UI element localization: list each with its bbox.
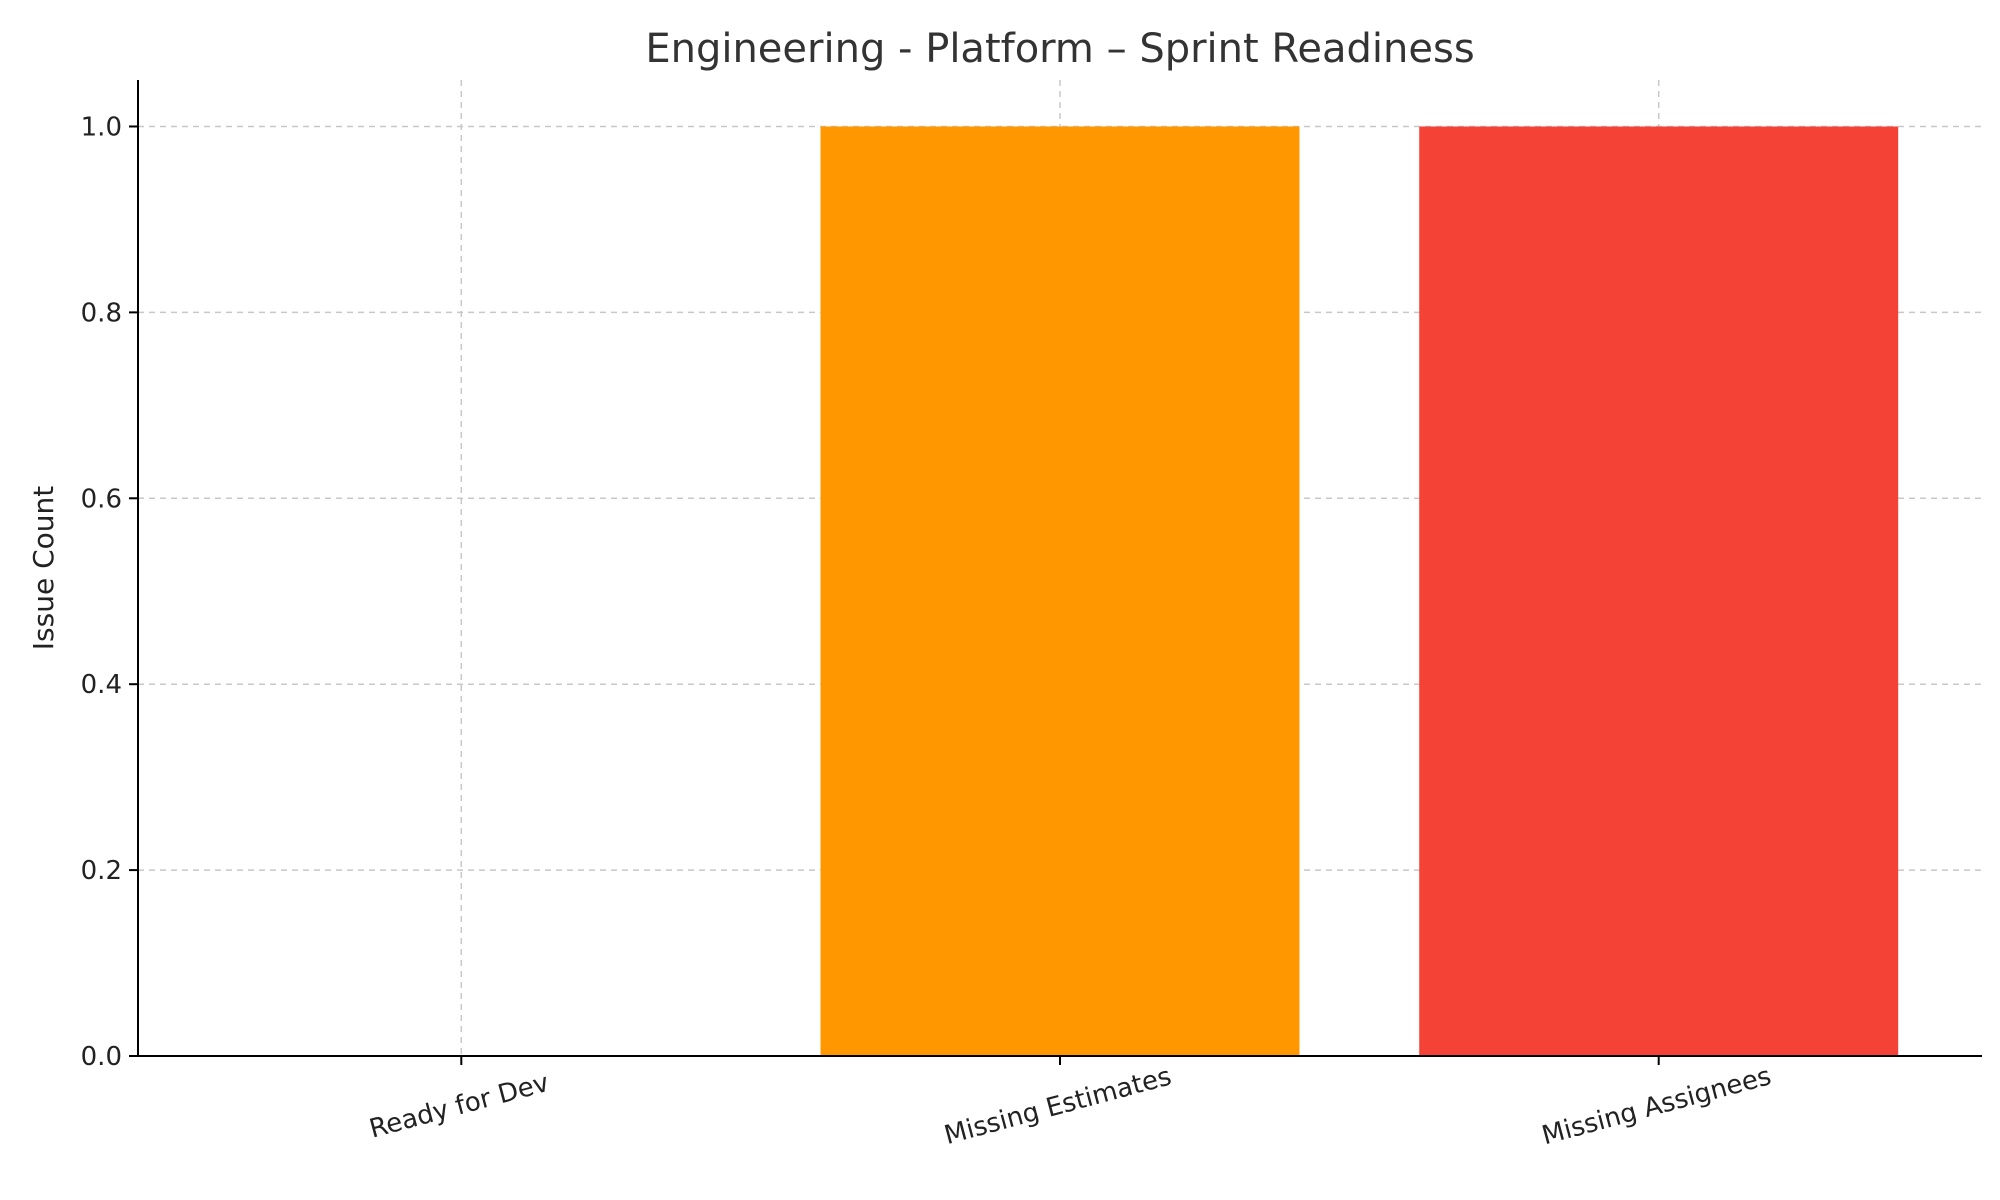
bar-missing-estimates (820, 126, 1300, 1056)
bars (820, 126, 1899, 1056)
x-tick-label: Missing Assignees (1539, 1061, 1775, 1151)
x-ticks: Ready for Dev Missing Estimates Missing As… (366, 1056, 1774, 1151)
y-tick-label: 0.4 (81, 670, 122, 700)
y-ticks: 0.0 0.2 0.4 0.6 0.8 1.0 (81, 112, 138, 1072)
y-tick-label: 1.0 (81, 112, 122, 142)
y-tick-label: 0.2 (81, 856, 122, 886)
x-tick-label: Missing Estimates (941, 1062, 1174, 1151)
y-tick-label: 0.8 (81, 298, 122, 328)
y-tick-label: 0.0 (81, 1042, 122, 1072)
y-tick-label: 0.6 (81, 484, 122, 514)
x-tick-label: Ready for Dev (366, 1068, 552, 1145)
bar-missing-assignees (1419, 126, 1899, 1056)
chart-title: Engineering - Platform – Sprint Readines… (645, 26, 1474, 72)
y-axis-label: Issue Count (27, 486, 60, 650)
